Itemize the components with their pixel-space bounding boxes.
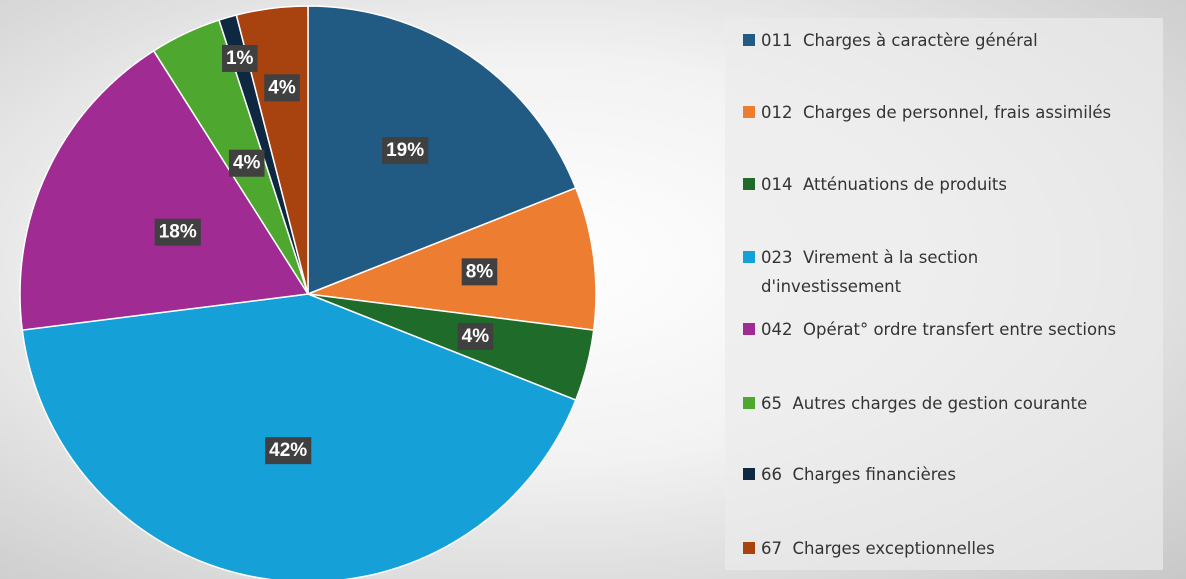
legend-swatch (743, 542, 755, 554)
data-label-bg (265, 437, 312, 465)
data-label-group: 4% (264, 74, 300, 102)
data-label-group: 8% (461, 258, 498, 286)
data-label-group: 19% (382, 137, 429, 165)
legend-label: 042 Opérat° ordre transfert entre sectio… (761, 320, 1117, 339)
data-label: 42% (269, 440, 307, 461)
data-label: 19% (386, 140, 424, 161)
legend-entry: 042 Opérat° ordre transfert entre sectio… (743, 315, 1153, 344)
data-label: 1% (226, 48, 254, 69)
legend: 011 Charges à caractère général 012 Charg… (725, 18, 1163, 570)
pie-slice (307, 187, 597, 331)
legend-entry: 023 Virement à la section d'investisseme… (743, 243, 1153, 301)
pie-slice (19, 49, 310, 331)
legend-entry: 65 Autres charges de gestion courante (743, 389, 1153, 418)
legend-label: 67 Charges exceptionnelles (761, 539, 995, 558)
data-label-bg (154, 218, 201, 246)
legend-entry: 014 Atténuations de produits (743, 170, 1153, 199)
legend-swatch (743, 468, 755, 480)
legend-label: 012 Charges de personnel, frais assimilé… (761, 103, 1112, 122)
legend-entry: 67 Charges exceptionnelles (743, 534, 1153, 563)
data-label-bg (382, 137, 429, 165)
legend-entry: 66 Charges financières (743, 460, 1153, 489)
pie-slice (307, 5, 577, 296)
data-label-bg (228, 149, 265, 177)
legend-swatch (743, 251, 755, 263)
data-label-group: 4% (457, 322, 494, 350)
data-label-group: 1% (221, 44, 258, 72)
data-label: 18% (159, 222, 197, 243)
legend-label: 66 Charges financières (761, 465, 956, 484)
data-label-group: 42% (265, 437, 312, 465)
data-label: 4% (268, 77, 296, 98)
legend-label: 023 Virement à la section d'investisseme… (761, 248, 984, 296)
legend-swatch (743, 106, 755, 118)
data-label-bg (457, 322, 494, 350)
data-label-bg (461, 258, 498, 286)
legend-entry: 012 Charges de personnel, frais assimilé… (743, 98, 1153, 127)
legend-label: 65 Autres charges de gestion courante (761, 394, 1088, 413)
legend-label: 011 Charges à caractère général (761, 31, 1038, 50)
legend-swatch (743, 397, 755, 409)
legend-entry: 011 Charges à caractère général (743, 26, 1153, 55)
legend-swatch (743, 323, 755, 335)
legend-swatch (743, 34, 755, 46)
pie-slice (21, 293, 577, 579)
data-label-bg (264, 74, 300, 102)
data-label: 8% (466, 261, 494, 282)
data-label-group: 18% (154, 218, 201, 246)
data-label: 4% (233, 153, 261, 174)
data-label-bg (221, 44, 258, 72)
legend-swatch (743, 178, 755, 190)
legend-label: 014 Atténuations de produits (761, 175, 1007, 194)
data-label: 4% (462, 326, 490, 347)
data-label-group: 4% (228, 149, 265, 177)
pie-area: 19% 8% 4% 42% 18% 4% 1% 4% (19, 5, 597, 579)
